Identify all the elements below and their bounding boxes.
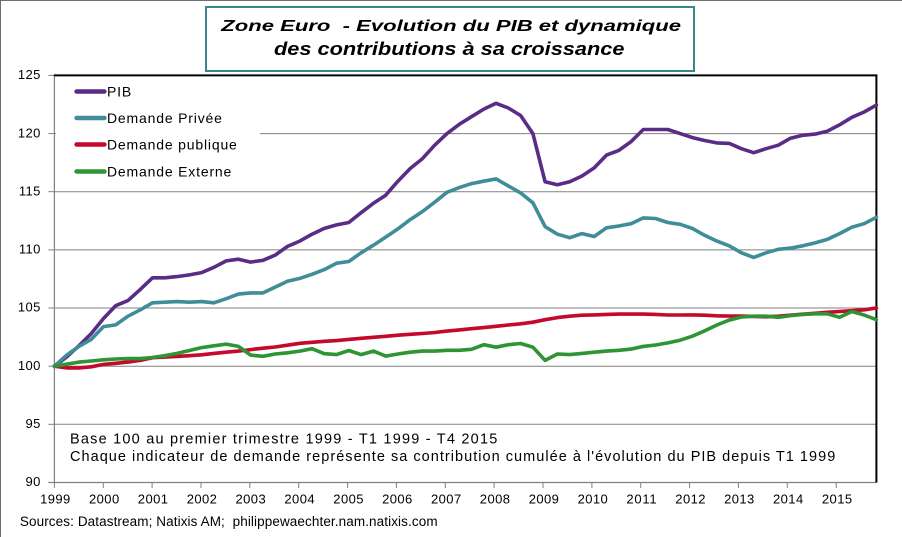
svg-text:Demande publique: Demande publique — [107, 136, 238, 152]
svg-text:90: 90 — [26, 474, 41, 489]
svg-text:Chaque indicateur de demande r: Chaque indicateur de demande représente … — [70, 449, 835, 465]
svg-text:2006: 2006 — [382, 492, 413, 507]
svg-text:Demande Externe: Demande Externe — [107, 163, 232, 179]
svg-text:2004: 2004 — [284, 492, 315, 507]
svg-text:100: 100 — [18, 358, 41, 373]
svg-text:PIB: PIB — [107, 83, 132, 99]
svg-text:2013: 2013 — [724, 492, 755, 507]
svg-text:2011: 2011 — [626, 492, 657, 507]
svg-text:105: 105 — [18, 300, 41, 315]
svg-text:125: 125 — [18, 67, 41, 82]
svg-text:110: 110 — [19, 242, 41, 257]
svg-text:Demande Privée: Demande Privée — [107, 110, 223, 126]
svg-text:120: 120 — [18, 125, 41, 140]
svg-text:2002: 2002 — [187, 492, 218, 507]
svg-text:2010: 2010 — [578, 492, 609, 507]
svg-text:2012: 2012 — [675, 492, 706, 507]
svg-text:2014: 2014 — [773, 492, 804, 507]
svg-text:1999: 1999 — [40, 492, 71, 507]
svg-text:2008: 2008 — [480, 492, 511, 507]
svg-text:115: 115 — [19, 183, 41, 198]
svg-text:2007: 2007 — [431, 492, 462, 507]
svg-text:2000: 2000 — [89, 492, 120, 507]
svg-text:2009: 2009 — [529, 492, 560, 507]
svg-text:2005: 2005 — [333, 492, 364, 507]
svg-text:2015: 2015 — [822, 492, 853, 507]
svg-text:95: 95 — [26, 416, 41, 431]
svg-text:Base 100 au premier trimestre: Base 100 au premier trimestre 1999 - T1 … — [70, 431, 497, 447]
svg-text:2003: 2003 — [236, 492, 267, 507]
svg-text:2001: 2001 — [138, 492, 169, 507]
